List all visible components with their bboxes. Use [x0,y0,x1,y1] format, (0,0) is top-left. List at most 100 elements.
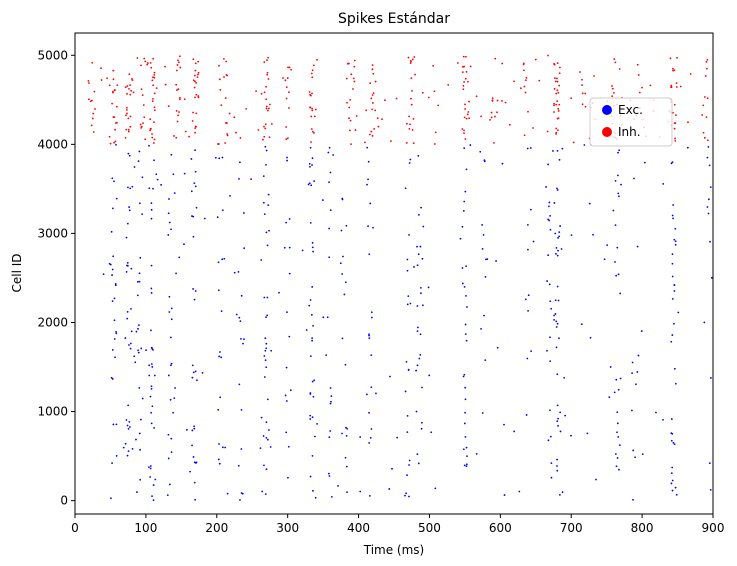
spike-point-inh [130,89,133,92]
spike-point-exc [416,364,419,367]
spike-point-inh [410,77,413,80]
spike-point-exc [237,271,240,273]
spike-point-exc [328,181,330,184]
spike-point-inh [91,117,94,120]
spike-point-inh [465,117,468,120]
spike-point-exc [419,333,422,336]
x-axis-label: Time (ms) [363,543,425,557]
spike-point-exc [137,349,139,352]
spike-point-exc [555,326,558,328]
spike-point-inh [371,102,374,104]
spike-point-exc [269,446,272,448]
x-tick-label: 400 [347,521,370,535]
spike-point-exc [322,316,325,319]
spike-point-inh [345,77,348,80]
spike-point-inh [311,69,314,72]
spike-point-inh [147,62,149,64]
spike-point-exc [173,397,176,400]
spike-point-inh [593,75,595,77]
spike-point-inh [346,101,348,104]
spike-point-exc [194,290,197,292]
spike-point-inh [194,62,197,65]
spike-point-exc [183,243,185,246]
spike-point-exc [480,327,482,330]
spike-point-exc [640,330,643,332]
spike-point-inh [374,80,377,83]
spike-point-exc [580,323,583,326]
spike-point-inh [151,133,153,135]
spike-point-exc [483,159,486,162]
spike-point-exc [150,411,153,414]
spike-point-exc [418,357,421,360]
spike-point-exc [168,295,171,298]
spike-point-inh [493,141,495,144]
spike-point-inh [94,108,96,110]
spike-point-exc [608,396,611,399]
spike-point-exc [465,446,468,449]
spike-point-inh [432,64,434,67]
spike-point-inh [108,135,111,138]
spike-point-exc [178,256,181,259]
spike-point-exc [329,387,332,389]
spike-point-inh [176,120,179,123]
spike-point-inh [553,102,555,105]
spike-point-exc [265,342,268,345]
spike-point-inh [581,92,584,95]
spike-point-inh [288,107,290,109]
spike-point-exc [264,349,267,352]
spike-point-exc [339,262,342,265]
spike-point-exc [674,382,677,385]
spike-point-inh [613,58,616,60]
spike-point-exc [405,492,408,495]
spike-point-inh [523,134,526,137]
spike-point-inh [412,142,415,145]
spike-point-exc [264,145,267,148]
spike-point-exc [265,366,268,369]
spike-point-inh [153,71,156,74]
spike-point-exc [216,216,219,219]
spike-point-inh [702,104,705,107]
spike-point-exc [239,161,241,164]
spike-point-exc [709,240,711,243]
spike-point-inh [153,109,156,112]
spike-point-inh [675,114,677,116]
spike-point-exc [327,151,330,154]
spike-point-inh [129,115,132,118]
spike-point-exc [527,248,529,251]
spike-point-inh [703,136,706,139]
spike-point-exc [193,461,196,464]
spike-point-exc [420,427,423,430]
spike-point-exc [229,195,231,197]
spike-point-inh [316,58,318,61]
spike-point-exc [404,390,407,393]
spike-point-exc [463,147,466,150]
spike-point-inh [689,73,692,75]
spike-point-exc [311,241,314,244]
spike-point-exc [136,280,139,283]
spike-point-exc [240,294,243,297]
spike-point-inh [395,97,398,100]
spike-point-exc [148,466,150,468]
spike-point-exc [558,235,561,238]
spike-point-inh [125,114,127,117]
spike-point-exc [548,283,551,286]
spike-point-exc [557,299,560,302]
spike-point-exc [160,183,162,186]
spike-point-exc [341,197,344,200]
spike-point-inh [555,77,558,80]
spike-point-exc [420,421,423,424]
spike-point-exc [417,462,420,465]
spike-point-inh [407,56,410,59]
spike-point-inh [508,123,511,126]
spike-point-exc [615,274,618,277]
spike-point-exc [391,467,393,470]
spike-point-exc [559,225,562,227]
spike-point-inh [177,59,179,62]
spike-point-exc [238,383,241,386]
spike-point-exc [128,209,131,212]
spike-point-exc [570,434,572,437]
spike-point-inh [706,97,709,100]
spike-point-exc [408,495,410,498]
spike-point-exc [265,347,268,350]
spike-point-exc [709,489,712,491]
